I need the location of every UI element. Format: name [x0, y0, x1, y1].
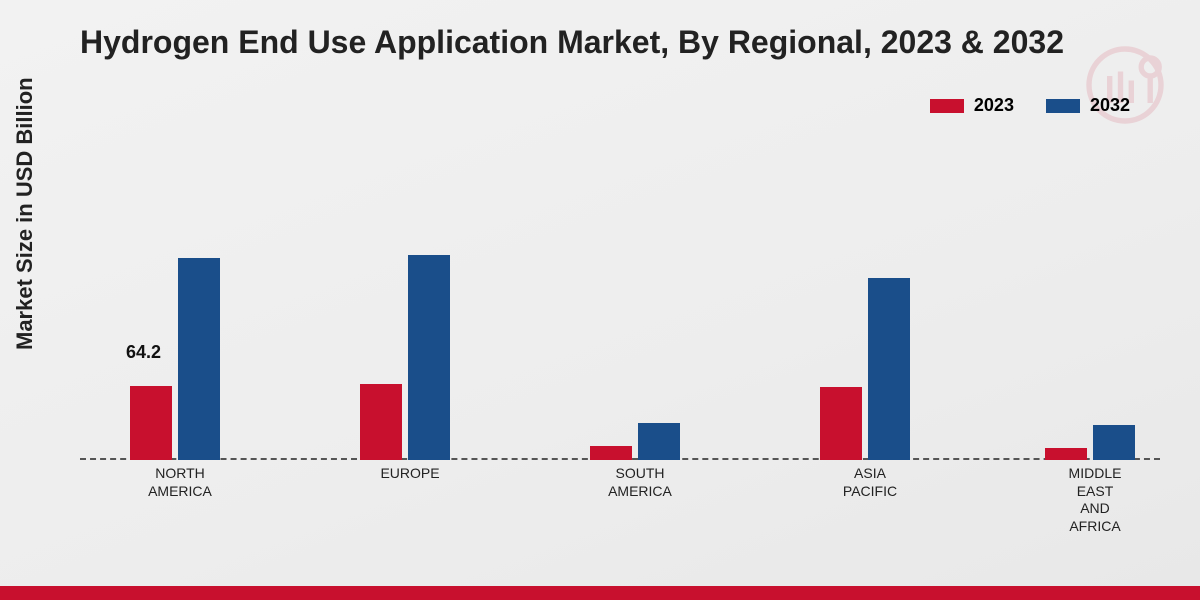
chart-container: Hydrogen End Use Application Market, By …	[0, 0, 1200, 600]
legend: 2023 2032	[930, 95, 1130, 116]
x-axis-labels: NORTH AMERICA EUROPE SOUTH AMERICA ASIA PAC…	[80, 465, 1160, 565]
legend-label: 2032	[1090, 95, 1130, 116]
x-axis-category-label: MIDDLE EAST AND AFRICA	[1025, 465, 1165, 535]
legend-swatch-2032	[1046, 99, 1080, 113]
plot-area: 64.2	[80, 160, 1160, 460]
bar-group	[810, 160, 930, 460]
y-axis-label: Market Size in USD Billion	[12, 77, 38, 350]
legend-item-2032: 2032	[1046, 95, 1130, 116]
bar-2023	[820, 387, 862, 460]
x-axis-category-label: ASIA PACIFIC	[800, 465, 940, 500]
bar-group	[350, 160, 470, 460]
bar-2023	[590, 446, 632, 460]
bar-2032	[868, 278, 910, 460]
bar-group	[1035, 160, 1155, 460]
bar-group: 64.2	[120, 160, 240, 460]
watermark-icon	[1080, 40, 1170, 130]
bar-2023	[130, 386, 172, 460]
x-axis-category-label: SOUTH AMERICA	[570, 465, 710, 500]
bar-2023	[360, 384, 402, 460]
chart-title: Hydrogen End Use Application Market, By …	[80, 24, 1064, 61]
x-axis-category-label: NORTH AMERICA	[110, 465, 250, 500]
bar-2032	[178, 258, 220, 460]
bar-2023	[1045, 448, 1087, 460]
x-axis-category-label: EUROPE	[340, 465, 480, 483]
legend-label: 2023	[974, 95, 1014, 116]
bar-value-label: 64.2	[126, 342, 161, 363]
bar-2032	[638, 423, 680, 460]
bar-group	[580, 160, 700, 460]
bar-2032	[408, 255, 450, 460]
footer-accent-bar	[0, 586, 1200, 600]
bar-2032	[1093, 425, 1135, 460]
legend-swatch-2023	[930, 99, 964, 113]
legend-item-2023: 2023	[930, 95, 1014, 116]
